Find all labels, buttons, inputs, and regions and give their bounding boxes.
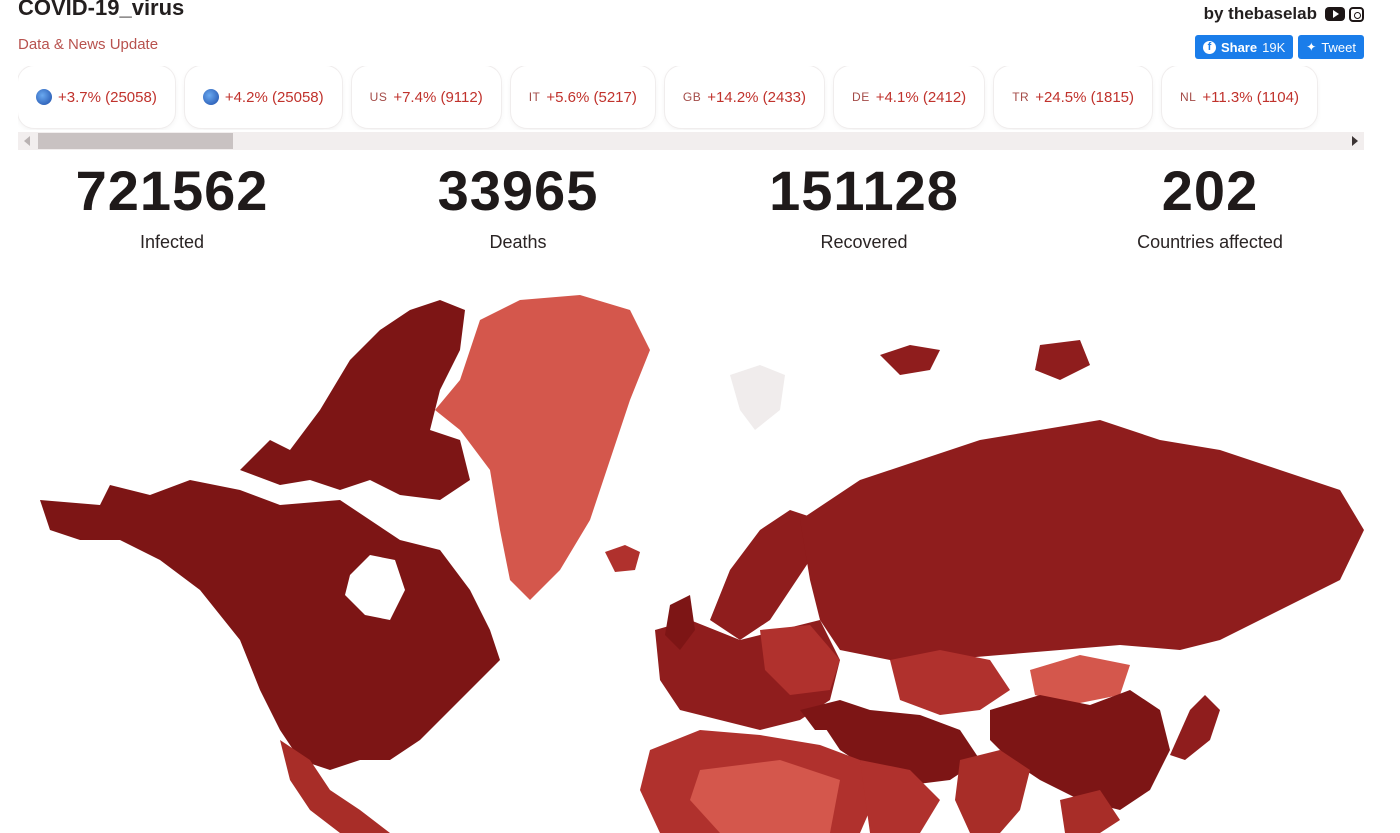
countries-label: Countries affected bbox=[1137, 232, 1283, 252]
chip-text: +7.4% (9112) bbox=[393, 88, 483, 106]
chip-tr[interactable]: TR +24.5% (1815) bbox=[994, 66, 1153, 128]
map-region-central-america[interactable] bbox=[280, 740, 390, 833]
chip-text: +4.1% (2412) bbox=[875, 88, 967, 106]
globe-icon bbox=[36, 89, 52, 105]
stat-countries: 202 Countries affected bbox=[1040, 160, 1380, 253]
chip-country-code: NL bbox=[1180, 90, 1197, 104]
share-row: f Share 19K ✦ Tweet bbox=[1194, 35, 1364, 59]
tweet-label: Tweet bbox=[1321, 39, 1356, 55]
chip-gb[interactable]: GB +14.2% (2433) bbox=[664, 66, 825, 128]
share-label: Share bbox=[1220, 39, 1258, 55]
chip-country-code: GB bbox=[682, 90, 702, 104]
map-region-japan[interactable] bbox=[1170, 695, 1220, 760]
chip-it[interactable]: IT +5.6% (5217) bbox=[510, 66, 655, 128]
country-chip-strip[interactable]: +3.7% (25058) +4.2% (25058) US +7.4% (91… bbox=[18, 66, 1364, 130]
deaths-label: Deaths bbox=[489, 232, 547, 252]
map-region-kazakhstan[interactable] bbox=[890, 650, 1010, 715]
map-region-svalbard[interactable] bbox=[730, 365, 785, 430]
facebook-share-button[interactable]: f Share 19K bbox=[1194, 35, 1294, 59]
recovered-label: Recovered bbox=[820, 232, 908, 252]
chip-global-2[interactable]: +4.2% (25058) bbox=[184, 66, 342, 128]
header: COVID-19_virus Data & News Update by the… bbox=[18, 0, 1364, 60]
chip-text: +11.3% (1104) bbox=[1202, 88, 1299, 106]
map-region-sahara[interactable] bbox=[690, 760, 840, 833]
scroll-left-arrow-icon[interactable] bbox=[24, 136, 30, 146]
map-region-china[interactable] bbox=[990, 690, 1170, 810]
map-region-canada-islands[interactable] bbox=[240, 300, 470, 500]
world-map[interactable] bbox=[40, 290, 1364, 833]
infected-count: 721562 bbox=[75, 159, 269, 222]
instagram-icon[interactable] bbox=[1349, 6, 1364, 22]
map-region-turkey[interactable] bbox=[800, 700, 870, 730]
stats-row: 721562 Infected 33965 Deaths 151128 Reco… bbox=[0, 160, 1380, 270]
chip-text: +24.5% (1815) bbox=[1035, 88, 1135, 106]
map-region-arabian-peninsula[interactable] bbox=[860, 760, 940, 833]
chip-country-code: TR bbox=[1012, 90, 1030, 104]
map-region-hudson-bay[interactable] bbox=[345, 555, 405, 620]
chip-global-1[interactable]: +3.7% (25058) bbox=[18, 66, 175, 128]
recovered-count: 151128 bbox=[769, 159, 959, 222]
map-region-uk[interactable] bbox=[665, 595, 695, 650]
brand-label[interactable]: by thebaselab bbox=[1203, 4, 1317, 23]
chip-de[interactable]: DE +4.1% (2412) bbox=[834, 66, 985, 128]
map-region-southeast-asia[interactable] bbox=[1060, 790, 1120, 833]
countries-count: 202 bbox=[1161, 159, 1259, 222]
facebook-icon: f bbox=[1202, 40, 1216, 54]
chip-country-code: DE bbox=[852, 90, 870, 104]
stat-infected: 721562 Infected bbox=[2, 160, 342, 253]
chip-country-code: US bbox=[369, 90, 388, 104]
map-region-arctic-islands[interactable] bbox=[880, 345, 940, 375]
chip-text: +3.7% (25058) bbox=[58, 88, 157, 106]
tweet-button[interactable]: ✦ Tweet bbox=[1298, 35, 1364, 59]
stat-deaths: 33965 Deaths bbox=[348, 160, 688, 253]
chip-us[interactable]: US +7.4% (9112) bbox=[351, 66, 501, 128]
map-region-india[interactable] bbox=[955, 750, 1030, 833]
map-region-eastern-europe[interactable] bbox=[760, 625, 840, 695]
map-region-scandinavia[interactable] bbox=[710, 510, 820, 640]
globe-icon bbox=[202, 89, 219, 105]
map-region-arctic-islands-east[interactable] bbox=[1035, 340, 1090, 380]
twitter-icon: ✦ bbox=[1306, 40, 1317, 54]
chip-text: +4.2% (25058) bbox=[224, 88, 324, 106]
horizontal-scrollbar[interactable] bbox=[18, 132, 1364, 150]
map-region-greenland[interactable] bbox=[435, 295, 650, 600]
chip-nl[interactable]: NL +11.3% (1104) bbox=[1162, 66, 1317, 128]
share-count: 19K bbox=[1262, 39, 1286, 55]
chip-text: +5.6% (5217) bbox=[546, 88, 637, 106]
chip-country-code: IT bbox=[528, 90, 541, 104]
scroll-right-arrow-icon[interactable] bbox=[1352, 136, 1358, 146]
stat-recovered: 151128 Recovered bbox=[694, 160, 1034, 253]
deaths-count: 33965 bbox=[437, 159, 599, 222]
map-region-middle-east[interactable] bbox=[820, 710, 980, 785]
chip-text: +14.2% (2433) bbox=[707, 88, 807, 106]
map-region-iceland[interactable] bbox=[605, 545, 640, 572]
scrollbar-thumb[interactable] bbox=[38, 133, 233, 149]
map-region-north-america[interactable] bbox=[40, 480, 500, 770]
map-region-russia[interactable] bbox=[800, 420, 1364, 660]
infected-label: Infected bbox=[139, 232, 205, 252]
youtube-icon[interactable] bbox=[1325, 7, 1345, 21]
brand: by thebaselab bbox=[1204, 4, 1364, 24]
app-title: COVID-19_virus bbox=[18, 0, 185, 20]
app-subtitle[interactable]: Data & News Update bbox=[18, 36, 159, 53]
map-region-mongolia[interactable] bbox=[1030, 655, 1130, 705]
